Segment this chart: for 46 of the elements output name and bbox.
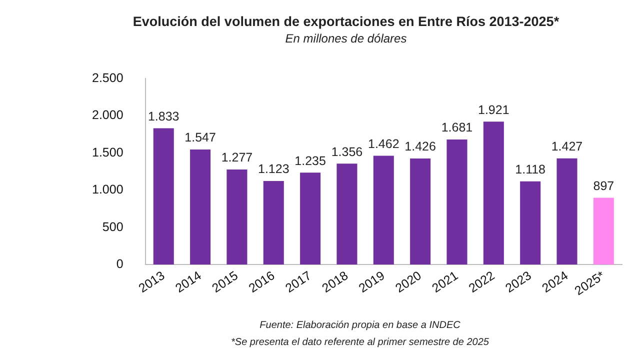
bar: [300, 172, 321, 264]
x-tick-label: 2014: [172, 268, 204, 296]
bar: [446, 139, 468, 264]
data-label: 1.547: [184, 130, 216, 145]
y-tick-label: 0: [116, 256, 124, 271]
y-tick-label: 1.000: [92, 182, 124, 197]
data-label: 1.356: [331, 144, 363, 159]
bar: [336, 164, 358, 264]
bar: [483, 122, 504, 264]
y-tick-label: 2.500: [92, 71, 124, 86]
bar: [190, 149, 211, 264]
bar: [373, 156, 394, 264]
x-tick-label: 2016: [246, 268, 278, 296]
x-tick-label: 2022: [466, 268, 498, 296]
chart-subtitle: En millones de dólares: [285, 32, 407, 46]
bar: [153, 128, 174, 264]
source-note: Fuente: Elaboración propia en base a INDEC: [260, 320, 462, 331]
bar: [520, 181, 541, 264]
data-label: 1.277: [221, 150, 253, 165]
x-tick-label: 2023: [502, 268, 534, 296]
data-label: 897: [593, 178, 614, 193]
x-tick-label: 2013: [136, 268, 168, 296]
x-tick-label: 2019: [356, 268, 388, 296]
data-label: 1.833: [148, 109, 180, 124]
data-label: 1.462: [368, 136, 400, 151]
data-label: 1.235: [294, 154, 326, 168]
text: *Se presenta el dato referente al primer semestre de 2025: [231, 336, 490, 348]
bar: [226, 170, 248, 264]
y-tick-label: 1.500: [92, 145, 124, 160]
x-tick-label: 2018: [320, 268, 351, 296]
data-label: 1.118: [515, 162, 546, 177]
bar: [593, 198, 614, 264]
x-tick-label: 2021: [430, 268, 461, 296]
x-tick-label: 2020: [392, 268, 424, 296]
y-tick-label: 2.000: [92, 108, 124, 122]
data-label: 1.426: [404, 140, 436, 154]
bar: [556, 158, 578, 264]
data-label: 1.681: [441, 120, 473, 135]
bar: [410, 158, 431, 264]
data-label: 1.921: [478, 102, 510, 117]
data-label: 1.427: [551, 140, 583, 154]
y-tick-label: 500: [102, 220, 124, 234]
chart-title: Evolución del volumen de exportaciones en Entre Ríos 2013-2025*: [132, 14, 560, 29]
bar: [263, 180, 284, 264]
x-tick-label: 2024: [540, 268, 571, 296]
data-label: 1.123: [258, 162, 290, 176]
